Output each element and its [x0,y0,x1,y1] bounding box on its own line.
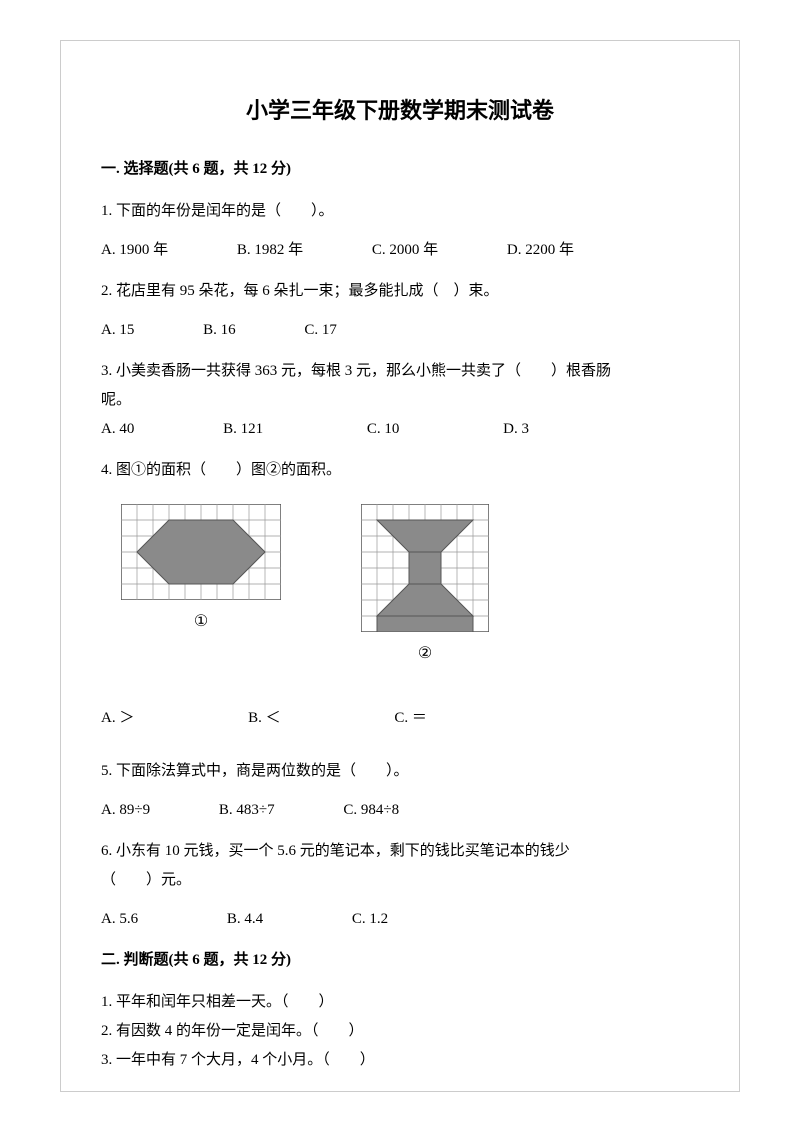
q2-options: A. 15 B. 16 C. 17 [101,317,699,344]
s2-q1: 1. 平年和闰年只相差一天。（ ） [101,989,699,1016]
figure2-svg [361,504,489,632]
q3-line1: 3. 小美卖香肠一共获得 363 元，每根 3 元，那么小熊一共卖了（ ）根香肠 [101,358,699,385]
q4-option-c: C. ＝ [394,705,427,732]
page-title: 小学三年级下册数学期末测试卷 [101,91,699,131]
q4-options: A. ＞ B. ＜ C. ＝ [101,705,699,732]
q6-option-c: C. 1.2 [352,906,388,933]
figure1-block: ① [121,504,281,669]
figure2-label: ② [418,640,432,669]
q2-text: 2. 花店里有 95 朵花，每 6 朵扎一束；最多能扎成（ ）束。 [101,278,699,305]
q5-option-c: C. 984÷8 [343,797,399,824]
q5-option-b: B. 483÷7 [219,797,275,824]
q3-option-a: A. 40 [101,416,134,443]
q2-option-a: A. 15 [101,317,134,344]
q3-option-c: C. 10 [367,416,400,443]
q6-option-a: A. 5.6 [101,906,138,933]
figure1-label: ① [194,608,208,637]
q1-option-b: B. 1982 年 [237,237,303,264]
q3-options: A. 40 B. 121 C. 10 D. 3 [101,416,699,443]
q4-text: 4. 图①的面积（ ）图②的面积。 [101,457,699,484]
q1-option-c: C. 2000 年 [372,237,438,264]
q6-option-b: B. 4.4 [227,906,263,933]
s2-q2: 2. 有因数 4 的年份一定是闰年。（ ） [101,1018,699,1045]
q4-option-b: B. ＜ [248,705,281,732]
q3-option-d: D. 3 [503,416,529,443]
q6-line2: （ ）元。 [101,867,699,894]
figures-row: ① ② [121,504,699,669]
q5-text: 5. 下面除法算式中，商是两位数的是（ ）。 [101,758,699,785]
q2-option-c: C. 17 [304,317,337,344]
section2-header: 二. 判断题(共 6 题，共 12 分) [101,947,699,974]
q6-options: A. 5.6 B. 4.4 C. 1.2 [101,906,699,933]
q1-options: A. 1900 年 B. 1982 年 C. 2000 年 D. 2200 年 [101,237,699,264]
q6-line1: 6. 小东有 10 元钱，买一个 5.6 元的笔记本，剩下的钱比买笔记本的钱少 [101,838,699,865]
figure2-block: ② [361,504,489,669]
s2-q3: 3. 一年中有 7 个大月，4 个小月。（ ） [101,1047,699,1074]
q5-options: A. 89÷9 B. 483÷7 C. 984÷8 [101,797,699,824]
q3-option-b: B. 121 [223,416,263,443]
section1-header: 一. 选择题(共 6 题，共 12 分) [101,156,699,183]
q1-text: 1. 下面的年份是闰年的是（ ）。 [101,198,699,225]
q4-option-a: A. ＞ [101,705,134,732]
q1-option-a: A. 1900 年 [101,237,168,264]
q1-option-d: D. 2200 年 [507,237,574,264]
q2-option-b: B. 16 [203,317,236,344]
q5-option-a: A. 89÷9 [101,797,150,824]
figure1-svg [121,504,281,600]
q3-line2: 呢。 [101,387,699,414]
